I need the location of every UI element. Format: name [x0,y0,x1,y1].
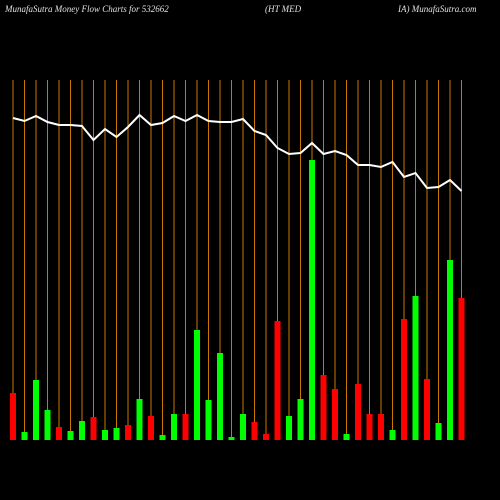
title: MunafaSutra Money Flow Charts for 532662 [4,4,169,14]
flow-bar [366,414,373,440]
title: IA) MunafaSutra.com [397,4,477,14]
flow-bar [44,410,51,440]
flow-bar [412,296,419,440]
flow-bar [228,437,235,440]
title: (HT MED [265,4,302,14]
flow-bar [401,319,407,440]
flow-bar [125,425,131,440]
flow-bar [274,321,281,440]
flow-bar [447,260,453,440]
flow-bar [251,422,258,440]
flow-bar [67,431,74,440]
flow-bar [240,414,246,440]
flow-bar [194,330,200,440]
flow-bar [389,430,396,440]
bars [10,160,465,440]
flow-bar [10,393,16,440]
flow-bar [102,430,108,440]
flow-bar [309,160,315,440]
flow-bar [343,434,350,440]
flow-bar [355,384,361,440]
price-line [12,113,463,192]
flow-bar [182,414,189,440]
flow-bar [217,353,223,440]
flow-bar [435,423,442,440]
flow-bar [320,375,327,440]
flow-bar [458,298,465,440]
flow-bar [171,414,177,440]
flow-bar [21,432,28,440]
flow-bar [263,434,269,440]
flow-bar [297,399,304,440]
flow-bar [113,428,120,440]
flow-bar [79,421,85,440]
flow-bar [378,414,384,440]
flow-bar [33,380,39,440]
flow-bar [148,416,154,440]
flow-bar [286,416,292,440]
flow-bar [159,435,166,440]
flow-bar [90,417,97,440]
flow-bar [56,427,62,440]
flow-bar [424,379,430,440]
flow-bar [332,389,338,440]
flow-bar [136,399,143,440]
flow-bar [205,400,212,440]
